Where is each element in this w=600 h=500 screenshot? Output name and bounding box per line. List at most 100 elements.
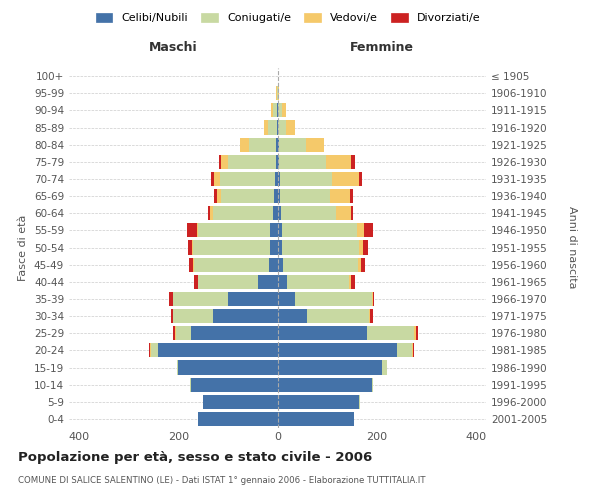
Bar	[221, 189, 274, 203]
Bar	[221, 155, 229, 169]
Bar	[277, 155, 279, 169]
Bar	[364, 224, 373, 237]
Bar	[208, 206, 211, 220]
Bar	[397, 344, 412, 357]
Bar	[364, 240, 368, 254]
Bar	[158, 344, 277, 357]
Bar	[169, 292, 173, 306]
Bar	[217, 189, 221, 203]
Bar	[277, 189, 280, 203]
Bar	[176, 326, 191, 340]
Y-axis label: Anni di nascita: Anni di nascita	[567, 206, 577, 289]
Bar	[277, 326, 367, 340]
Bar	[372, 292, 373, 306]
Bar	[203, 395, 277, 409]
Bar	[414, 326, 416, 340]
Bar	[175, 326, 176, 340]
Bar	[249, 138, 276, 151]
Bar	[278, 86, 280, 100]
Bar	[194, 275, 197, 289]
Bar	[326, 155, 351, 169]
Bar	[213, 206, 272, 220]
Bar	[359, 240, 364, 254]
Bar	[270, 224, 277, 237]
Bar	[198, 224, 270, 237]
Y-axis label: Fasce di età: Fasce di età	[19, 214, 28, 280]
Bar	[257, 275, 277, 289]
Bar	[220, 172, 275, 186]
Bar	[277, 378, 372, 392]
Bar	[283, 240, 359, 254]
Bar	[277, 120, 278, 134]
Bar	[279, 138, 306, 151]
Bar	[270, 240, 277, 254]
Bar	[214, 172, 220, 186]
Bar	[332, 172, 359, 186]
Bar	[193, 240, 270, 254]
Bar	[357, 224, 364, 237]
Bar	[277, 292, 295, 306]
Bar	[193, 258, 194, 272]
Bar	[277, 138, 279, 151]
Bar	[350, 189, 353, 203]
Bar	[191, 378, 277, 392]
Bar	[280, 189, 330, 203]
Bar	[330, 189, 350, 203]
Bar	[151, 344, 158, 357]
Bar	[211, 206, 213, 220]
Bar	[173, 292, 228, 306]
Bar	[177, 360, 178, 374]
Bar	[198, 412, 277, 426]
Bar	[269, 258, 277, 272]
Bar	[278, 104, 282, 118]
Bar	[367, 326, 414, 340]
Bar	[240, 138, 249, 151]
Bar	[361, 258, 365, 272]
Bar	[268, 120, 277, 134]
Text: COMUNE DI SALICE SALENTINO (LE) - Dati ISTAT 1° gennaio 2006 - Elaborazione TUTT: COMUNE DI SALICE SALENTINO (LE) - Dati I…	[18, 476, 425, 485]
Bar	[349, 275, 352, 289]
Bar	[150, 344, 151, 357]
Bar	[373, 292, 374, 306]
Bar	[263, 120, 268, 134]
Bar	[370, 309, 373, 323]
Text: Femmine: Femmine	[350, 41, 414, 54]
Bar	[276, 138, 277, 151]
Bar	[282, 104, 286, 118]
Bar	[277, 206, 281, 220]
Bar	[192, 240, 193, 254]
Bar	[272, 206, 277, 220]
Bar	[382, 360, 387, 374]
Bar	[214, 189, 217, 203]
Legend: Celibi/Nubili, Coniugati/e, Vedovi/e, Divorziati/e: Celibi/Nubili, Coniugati/e, Vedovi/e, Di…	[91, 8, 485, 28]
Bar	[191, 326, 277, 340]
Bar	[277, 360, 382, 374]
Bar	[295, 292, 372, 306]
Bar	[286, 120, 295, 134]
Bar	[197, 224, 198, 237]
Bar	[277, 344, 397, 357]
Bar	[277, 240, 283, 254]
Bar	[279, 155, 326, 169]
Bar	[189, 258, 193, 272]
Bar	[372, 378, 373, 392]
Bar	[351, 206, 353, 220]
Bar	[277, 395, 359, 409]
Bar	[277, 309, 307, 323]
Bar	[188, 240, 192, 254]
Bar	[149, 344, 150, 357]
Bar	[277, 224, 283, 237]
Bar	[187, 224, 197, 237]
Bar	[277, 412, 355, 426]
Bar	[307, 309, 370, 323]
Bar	[173, 326, 175, 340]
Bar	[359, 172, 362, 186]
Bar	[352, 275, 355, 289]
Bar	[271, 104, 273, 118]
Bar	[219, 155, 221, 169]
Bar	[275, 155, 277, 169]
Bar	[213, 309, 277, 323]
Text: Maschi: Maschi	[149, 41, 197, 54]
Bar	[198, 275, 257, 289]
Bar	[283, 258, 358, 272]
